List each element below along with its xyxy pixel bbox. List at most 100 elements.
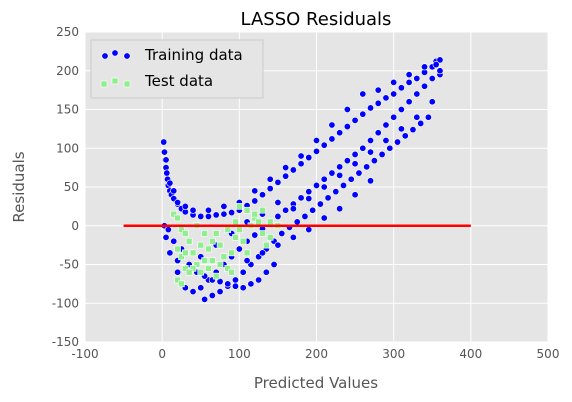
training-data-point [266,185,274,193]
training-data-point [401,132,409,140]
test-data-point [174,245,181,253]
training-data-point [363,163,371,171]
training-data-point [282,172,290,180]
training-data-point [324,194,332,202]
test-data-point [182,265,189,272]
training-data-point [421,63,429,71]
legend-marker-test [111,77,119,85]
training-data-point [289,166,297,174]
training-data-point [370,157,378,165]
training-data-point [231,282,239,290]
training-data-point [320,175,328,183]
test-data-point [170,210,178,218]
training-data-point [274,199,282,207]
training-data-point [270,260,278,268]
training-data-point [336,163,344,171]
training-data-point [413,90,421,98]
training-data-point [189,206,197,214]
training-data-point [351,160,359,168]
training-data-point [328,121,336,129]
training-data-point [382,137,390,145]
test-data-point [266,218,274,226]
y-tick-label: 150 [56,103,79,117]
y-axis-label: Residuals [10,151,28,222]
y-tick-label: 250 [56,25,79,39]
training-data-point [328,169,336,177]
training-data-point [359,110,367,118]
training-data-point [378,150,386,158]
training-data-point [432,61,440,69]
training-data-point [160,138,168,146]
test-data-point [220,253,228,261]
training-data-point [204,206,212,214]
training-data-point [305,195,313,203]
training-data-point [336,205,344,213]
training-data-point [266,175,274,183]
training-data-point [197,284,205,292]
test-data-point [236,203,243,210]
training-data-point [282,206,290,214]
training-data-point [204,212,212,220]
y-tick-label: -150 [52,335,79,349]
x-tick-label: -100 [71,347,98,361]
training-data-point [374,99,382,107]
training-data-point [312,147,320,155]
training-data-point [390,90,398,98]
test-data-point [232,234,239,241]
training-data-point [289,233,297,241]
training-data-point [397,84,405,92]
training-data-point [367,177,375,185]
test-data-point [239,237,247,245]
test-data-point [193,261,201,268]
legend-marker-training [111,49,119,57]
legend-box [90,39,264,99]
x-axis-label: Predicted Values [254,374,378,392]
training-data-point [351,116,359,124]
training-data-point [421,82,429,90]
training-data-point [247,280,255,288]
training-data-point [382,121,390,129]
training-data-point [301,212,309,220]
training-data-point [239,268,247,276]
test-data-point [174,276,181,284]
training-data-point [235,245,243,253]
training-data-point [305,188,313,196]
test-data-point [185,237,193,245]
training-data-point [367,148,375,156]
test-data-point [263,241,270,249]
training-data-point [309,206,317,214]
training-data-point [343,123,351,131]
training-data-point [413,113,421,121]
chart-title: LASSO Residuals [241,9,392,30]
test-data-point [185,268,193,276]
test-data-point [255,218,262,226]
training-data-point [282,164,290,172]
training-data-point [297,152,305,160]
training-data-point [243,257,251,265]
test-data-point [178,280,185,288]
training-data-point [374,129,382,137]
training-data-point [351,150,359,158]
training-data-point [320,183,328,191]
legend-marker-test [100,80,108,88]
training-data-point [274,212,282,220]
training-data-point [312,181,320,189]
training-data-point [347,175,355,183]
training-data-point [428,75,436,83]
test-data-point [228,268,235,276]
training-data-point [181,202,189,210]
training-data-point [359,144,367,152]
training-data-point [355,169,363,177]
training-data-point [262,268,270,276]
test-data-point [205,265,212,272]
training-data-point [231,276,239,284]
training-data-point [274,178,282,186]
training-data-point [394,138,402,146]
training-data-point [160,148,168,156]
training-data-point [343,106,351,114]
y-tick-label: 0 [71,219,79,233]
training-data-point [162,233,170,241]
training-data-point [351,191,359,199]
test-data-point [212,272,220,280]
training-data-point [428,98,436,106]
